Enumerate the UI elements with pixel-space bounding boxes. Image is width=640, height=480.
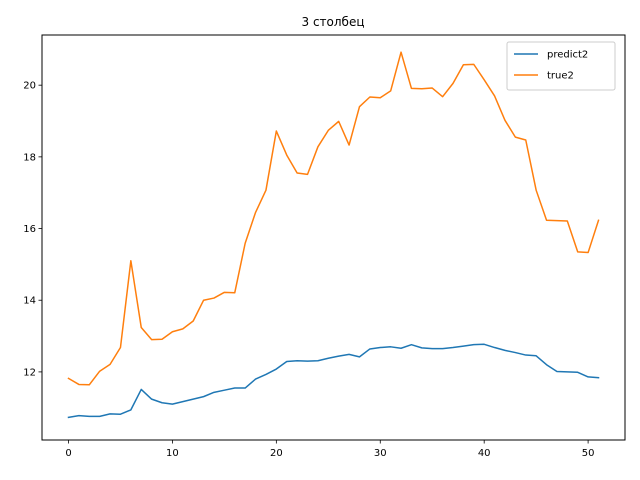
y-tick-label: 16: [23, 224, 36, 235]
legend-label-predict2: predict2: [547, 50, 588, 61]
x-tick-label: 20: [270, 448, 283, 459]
plot-area: [41, 34, 626, 441]
y-tick-label: 14: [23, 296, 36, 307]
series-line-true2: [67, 51, 600, 386]
series-line-predict2: [67, 343, 600, 419]
axes-frame: [41, 34, 626, 441]
legend: predict2 true2: [506, 41, 616, 91]
x-axis: 0 10 20 30 40 50: [65, 440, 594, 459]
x-tick-label: 30: [374, 448, 387, 459]
x-tick-label: 0: [65, 448, 71, 459]
chart-title: 3 столбец: [302, 15, 365, 29]
y-tick-label: 12: [23, 367, 36, 378]
x-tick-label: 10: [166, 448, 179, 459]
y-tick-label: 18: [23, 152, 36, 163]
y-tick-label: 20: [23, 81, 36, 92]
series-layer: [67, 51, 600, 419]
x-tick-label: 40: [478, 448, 491, 459]
x-tick-label: 50: [582, 448, 595, 459]
y-axis: 12 14 16 18 20: [23, 81, 42, 378]
legend-label-true2: true2: [547, 71, 574, 82]
